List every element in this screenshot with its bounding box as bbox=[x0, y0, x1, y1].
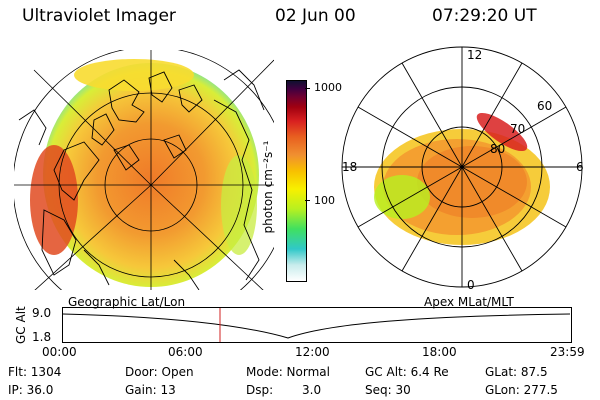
clock-label-6: 6 bbox=[576, 160, 584, 174]
time-label: 07:29:20 UT bbox=[432, 6, 537, 26]
ip-value: IP: 36.0 bbox=[8, 383, 54, 397]
polar-grid bbox=[341, 46, 583, 288]
colorbar-tick-major bbox=[305, 200, 310, 201]
right-panel-label: Apex MLat/MLT bbox=[424, 295, 514, 309]
altitude-ytick: 1.8 bbox=[32, 330, 52, 344]
time-tick-label: 23:59 bbox=[550, 345, 585, 359]
time-tick-label: 06:00 bbox=[168, 345, 203, 359]
time-tick-label: 12:00 bbox=[295, 345, 330, 359]
clock-label-12: 12 bbox=[467, 48, 482, 62]
polar-bright-arc bbox=[476, 112, 528, 152]
geographic-latitude: GLat: 87.5 bbox=[485, 365, 548, 379]
altitude-axis-label: GC Alt bbox=[14, 306, 28, 344]
geographic-auroral-image bbox=[14, 50, 274, 290]
clock-label-0: 0 bbox=[467, 278, 475, 292]
colorbar-tick-label: 1000 bbox=[314, 81, 342, 94]
clock-label-18: 18 bbox=[342, 160, 357, 174]
lat-label-70: 70 bbox=[510, 122, 525, 136]
altitude-plot-frame bbox=[62, 307, 572, 343]
gc-altitude: GC Alt: 6.4 Re bbox=[365, 365, 449, 379]
bright-emission-region bbox=[30, 145, 78, 255]
colorbar-unit-label: photon cm⁻²s⁻¹ bbox=[261, 140, 275, 234]
altitude-ytick: 9.0 bbox=[32, 306, 52, 320]
lat-label-60: 60 bbox=[537, 99, 552, 113]
lat-label-80: 80 bbox=[490, 142, 505, 156]
geographic-longitude: GLon: 277.5 bbox=[485, 383, 558, 397]
altitude-curve bbox=[62, 313, 571, 339]
coastline-outlines bbox=[18, 69, 265, 290]
flight-number: Flt: 1304 bbox=[8, 365, 62, 379]
instrument-title: Ultraviolet Imager bbox=[22, 6, 176, 26]
time-tick-label: 00:00 bbox=[42, 345, 77, 359]
dsp-label: Dsp: bbox=[246, 383, 274, 397]
dsp-value: 3.0 bbox=[302, 383, 322, 397]
gain-value: Gain: 13 bbox=[125, 383, 176, 397]
left-panel-label: Geographic Lat/Lon bbox=[68, 295, 186, 309]
time-tick-label: 18:00 bbox=[422, 345, 457, 359]
sequence-number: Seq: 30 bbox=[365, 383, 411, 397]
mode-value: Mode: Normal bbox=[246, 365, 330, 379]
intensity-colorbar bbox=[286, 80, 307, 282]
altitude-curve-plot bbox=[62, 308, 571, 342]
polar-mlt-plot: 12 18 6 0 60 70 80 bbox=[341, 46, 584, 292]
date-label: 02 Jun 00 bbox=[275, 6, 356, 26]
colorbar-tick-major bbox=[305, 88, 310, 89]
door-status: Door: Open bbox=[125, 365, 194, 379]
colorbar-tick-label: 100 bbox=[314, 194, 335, 207]
